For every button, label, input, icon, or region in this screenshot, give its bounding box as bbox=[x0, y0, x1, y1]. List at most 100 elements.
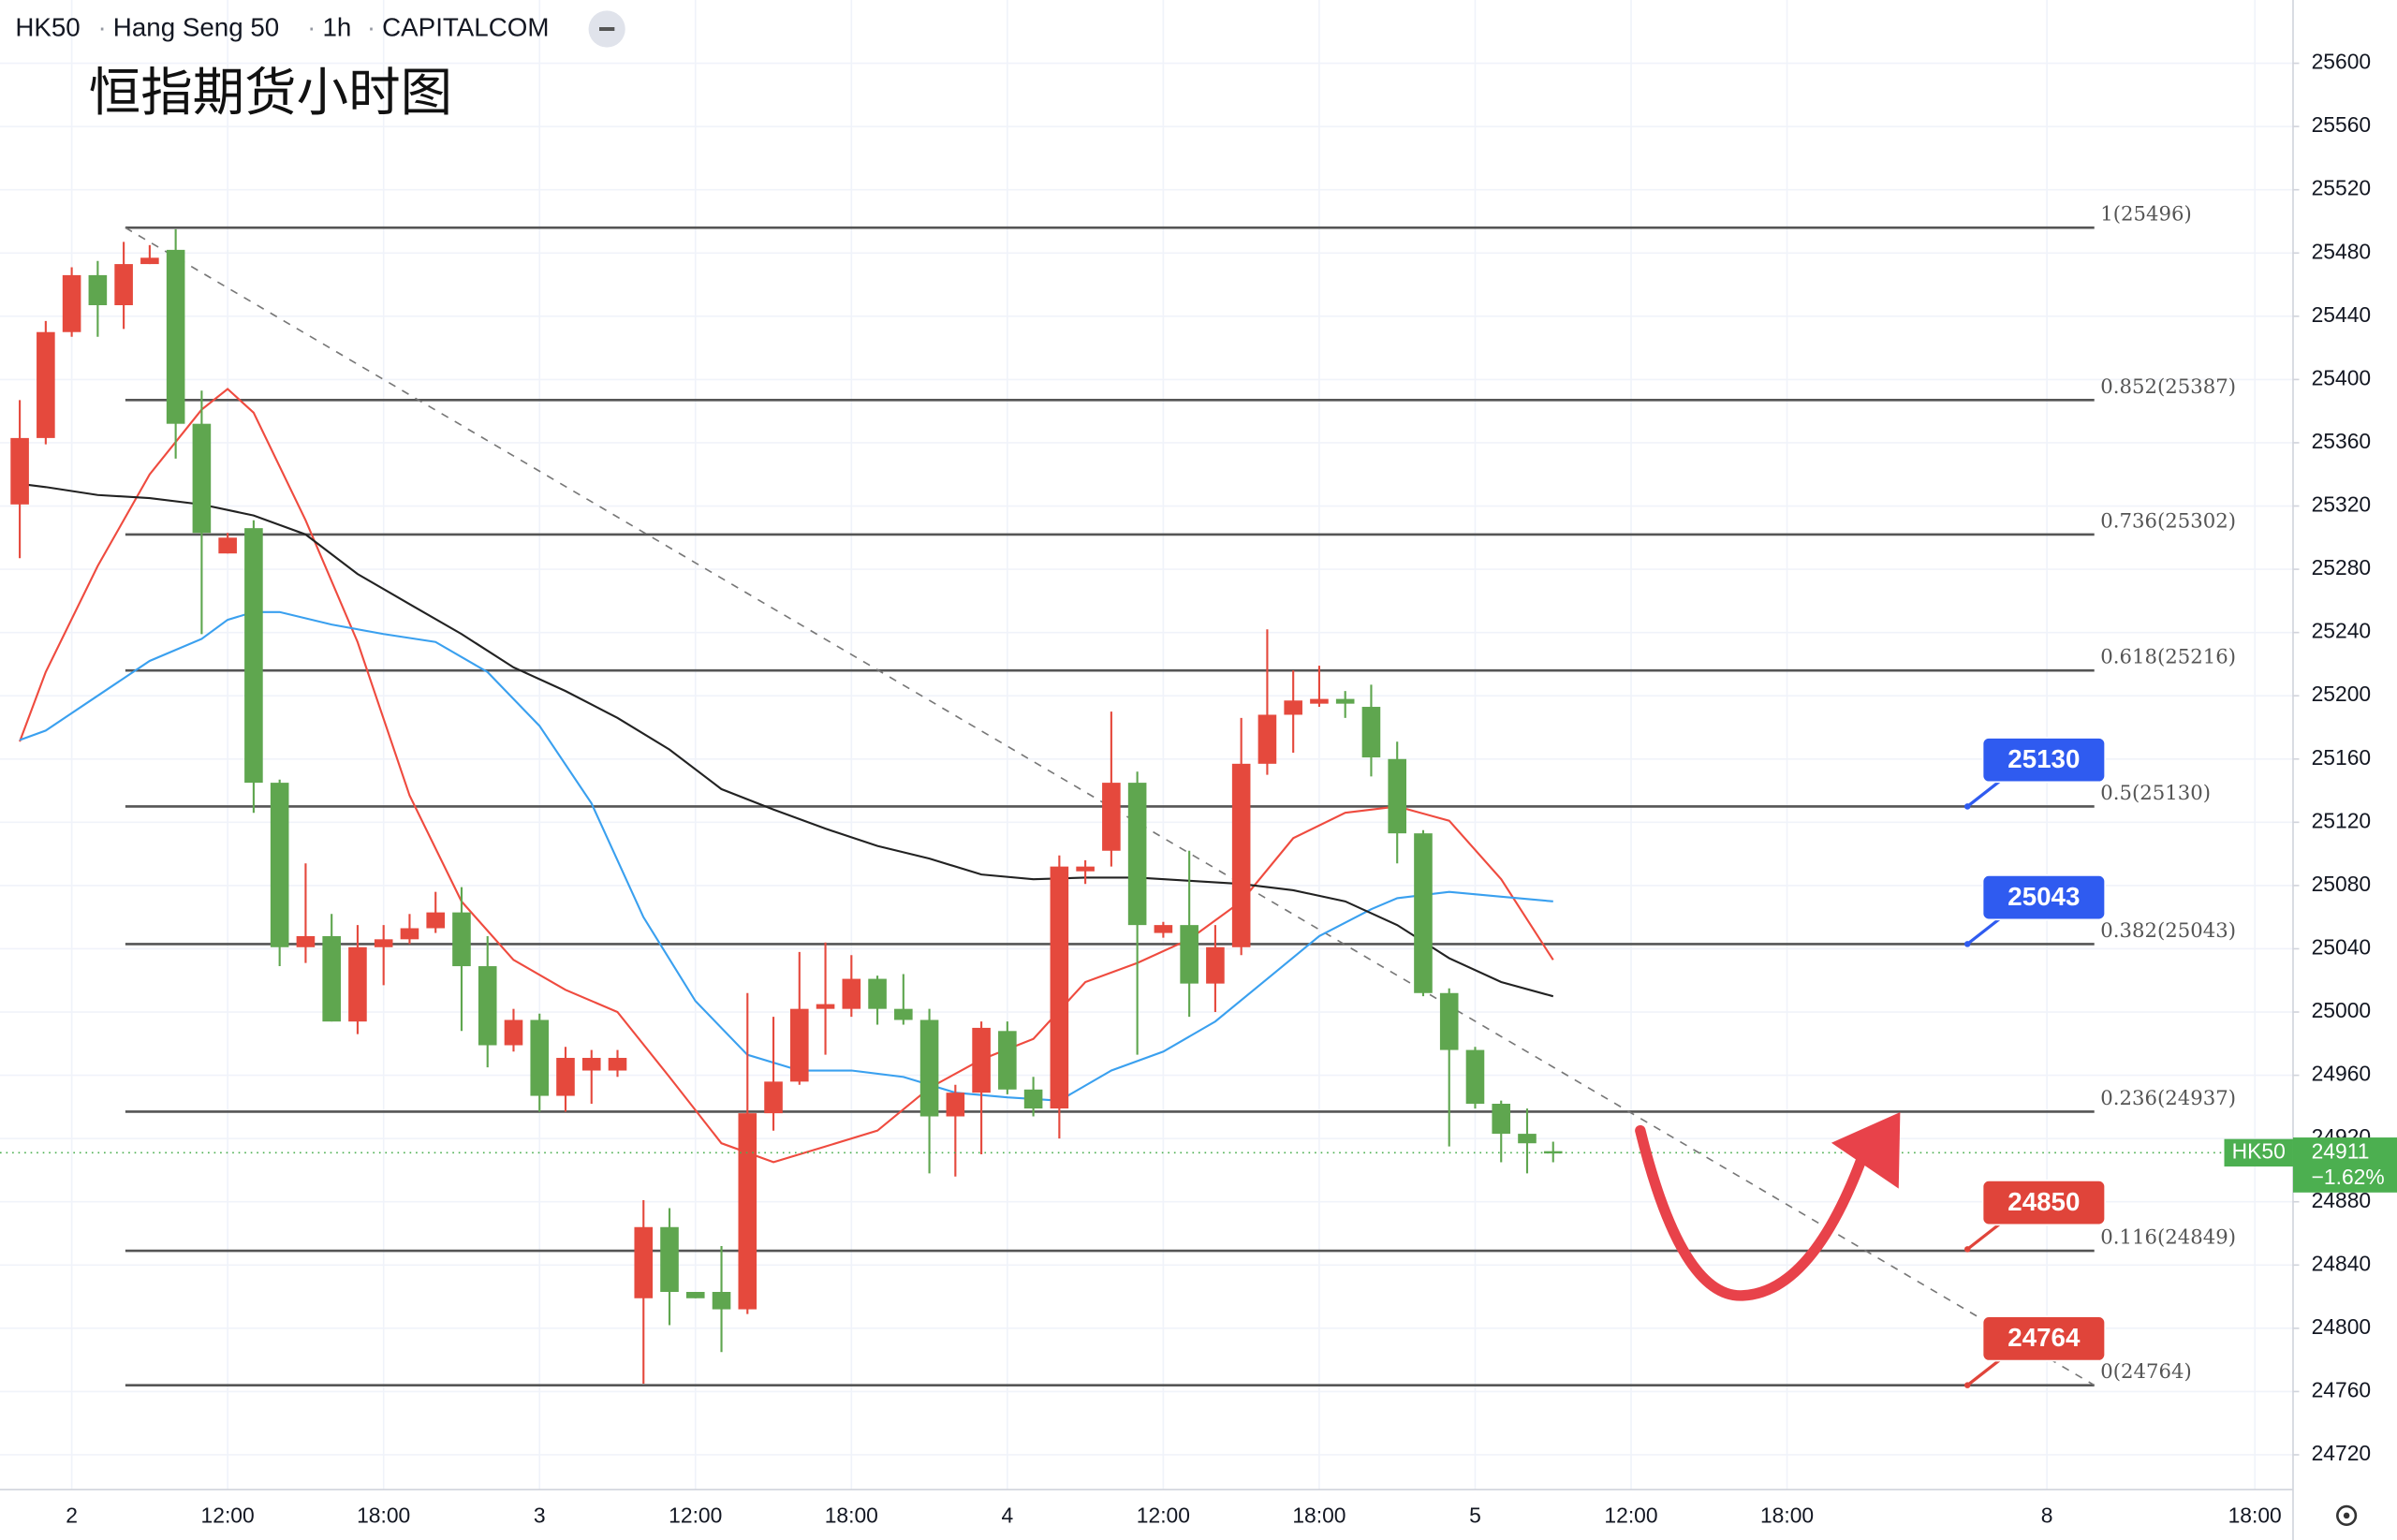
callout-box bbox=[1981, 874, 2106, 921]
collapse-button[interactable] bbox=[588, 10, 625, 48]
interval: 1h bbox=[322, 12, 351, 41]
chart-title: 恒指期货小时图 bbox=[89, 63, 452, 124]
fib-label: 0.5(25130) bbox=[2100, 782, 2211, 805]
last-price-change: −1.62% bbox=[2312, 1165, 2385, 1189]
y-tick-label: 25360 bbox=[2312, 429, 2372, 453]
candle-body bbox=[919, 1019, 939, 1117]
candle-body bbox=[166, 249, 185, 424]
last-price-value: 24911 bbox=[2312, 1138, 2370, 1163]
y-tick-label: 24840 bbox=[2312, 1251, 2372, 1275]
x-tick-label: 18:00 bbox=[1760, 1503, 1814, 1528]
source: CAPITALCOM bbox=[382, 12, 549, 41]
y-tick-label: 24760 bbox=[2312, 1377, 2372, 1401]
candle-body bbox=[842, 978, 861, 1009]
settings-button[interactable] bbox=[2336, 1504, 2358, 1526]
candle-body bbox=[114, 264, 133, 305]
candle-body bbox=[1310, 698, 1329, 704]
candle-body bbox=[88, 274, 108, 305]
x-tick-label: 18:00 bbox=[825, 1503, 878, 1528]
separator: · bbox=[307, 12, 316, 41]
moving-average bbox=[19, 482, 1554, 998]
candle-body bbox=[1284, 700, 1302, 715]
fib-label: 0.736(25302) bbox=[2100, 509, 2236, 533]
candle-body bbox=[1388, 758, 1406, 834]
candle-body bbox=[868, 978, 887, 1009]
x-tick-label: 12:00 bbox=[1137, 1503, 1190, 1528]
plot: 1(25496) 0.852(25387) 0.736(25302) 0.618(25… bbox=[0, 203, 2293, 1388]
candle-body bbox=[530, 1019, 550, 1096]
y-tick-label: 25200 bbox=[2312, 682, 2372, 706]
candle-body bbox=[478, 966, 497, 1046]
y-tick-label: 25600 bbox=[2312, 50, 2372, 74]
fib-label: 0.236(24937) bbox=[2100, 1087, 2236, 1110]
y-tick-label: 25000 bbox=[2312, 998, 2372, 1022]
fib-label: 1(25496) bbox=[2100, 203, 2192, 227]
candle-body bbox=[556, 1058, 575, 1096]
y-tick-label: 25480 bbox=[2312, 239, 2372, 263]
candle-body bbox=[1492, 1104, 1511, 1135]
candle-body bbox=[1543, 1151, 1563, 1154]
candle-body bbox=[685, 1292, 705, 1298]
candle-body bbox=[972, 1027, 991, 1093]
candle-body bbox=[1414, 833, 1433, 993]
candle-body bbox=[426, 912, 445, 929]
x-tick-label: 3 bbox=[534, 1503, 546, 1528]
candle-body bbox=[1257, 714, 1277, 764]
arrow-annotation bbox=[1635, 1112, 1901, 1301]
candle-body bbox=[504, 1019, 523, 1046]
callout-anchor bbox=[1963, 1246, 1971, 1253]
x-tick-label: 12:00 bbox=[201, 1503, 255, 1528]
candle-body bbox=[218, 537, 237, 554]
y-tick-label: 25120 bbox=[2312, 808, 2372, 832]
candle-body bbox=[1518, 1134, 1537, 1144]
candle-body bbox=[660, 1226, 679, 1293]
candle-body bbox=[764, 1081, 783, 1114]
x-tick-label: 18:00 bbox=[357, 1503, 410, 1528]
fib-label: 0.116(24849) bbox=[2100, 1226, 2236, 1250]
y-tick-label: 25440 bbox=[2312, 302, 2372, 327]
x-tick-label: 5 bbox=[1469, 1503, 1481, 1528]
callout-box bbox=[1981, 737, 2106, 784]
candle-body bbox=[581, 1058, 601, 1071]
candle-body bbox=[348, 946, 367, 1022]
candle-body bbox=[62, 274, 81, 332]
candle-body bbox=[1465, 1049, 1485, 1105]
candle-body bbox=[140, 257, 159, 265]
y-tick-label: 24800 bbox=[2312, 1314, 2372, 1339]
candle-body bbox=[452, 912, 471, 967]
callout-pointer bbox=[1966, 1220, 2004, 1251]
candle-body bbox=[1180, 925, 1198, 984]
candle-body bbox=[1206, 946, 1225, 984]
candle-body bbox=[1154, 925, 1173, 933]
candle-body bbox=[894, 1008, 913, 1020]
callout-anchor bbox=[1963, 941, 1971, 947]
callout-label: 25043 bbox=[2007, 882, 2080, 911]
candle-body bbox=[296, 935, 316, 947]
candle-body bbox=[1361, 707, 1381, 758]
callout-anchor bbox=[1963, 1382, 1971, 1388]
candle-body bbox=[270, 783, 289, 947]
candle-body bbox=[400, 928, 419, 940]
x-tick-label: 12:00 bbox=[669, 1503, 722, 1528]
callout-anchor bbox=[1963, 803, 1971, 810]
candle-body bbox=[712, 1292, 731, 1310]
candle-body bbox=[192, 423, 212, 534]
callout-pointer bbox=[1966, 777, 2004, 808]
candle-body bbox=[322, 935, 341, 1022]
candle-body bbox=[244, 528, 263, 784]
last-price-symbol: HK50 bbox=[2232, 1138, 2286, 1163]
candle-body bbox=[1335, 698, 1355, 704]
x-tick-label: 18:00 bbox=[2228, 1503, 2282, 1528]
x-tick-label: 12:00 bbox=[1604, 1503, 1657, 1528]
fib-label: 0.382(25043) bbox=[2100, 919, 2236, 943]
y-tick-label: 25400 bbox=[2312, 365, 2372, 389]
y-tick-label: 25040 bbox=[2312, 935, 2372, 960]
candle-body bbox=[10, 437, 29, 505]
fib-label: 0.852(25387) bbox=[2100, 375, 2236, 399]
symbol: HK50 bbox=[15, 12, 80, 41]
callout-label: 24850 bbox=[2007, 1187, 2080, 1216]
y-tick-label: 25280 bbox=[2312, 555, 2372, 579]
callout-box bbox=[1981, 1315, 2106, 1362]
